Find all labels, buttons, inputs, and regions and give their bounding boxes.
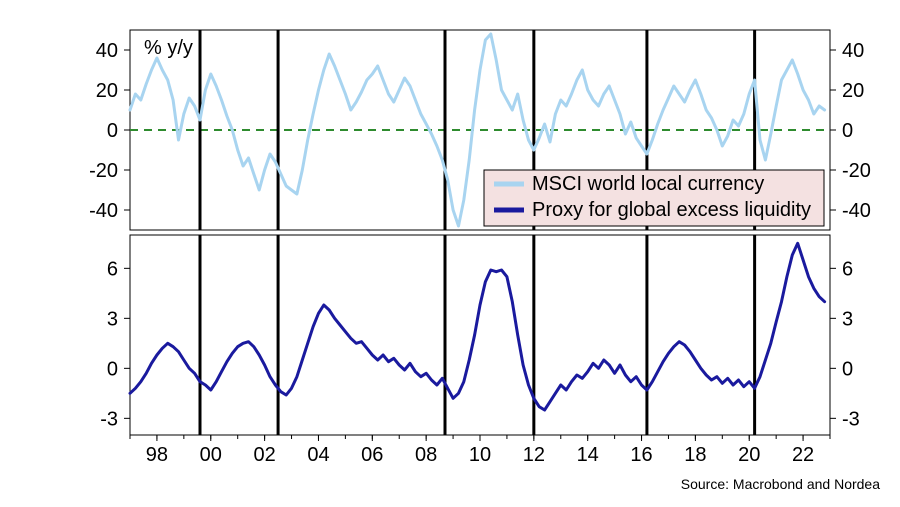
ytick-bot-right: -3 (842, 408, 860, 430)
ytick-top-left: 40 (96, 40, 118, 62)
ytick-top-left: 0 (107, 120, 118, 142)
series-liquidity (130, 243, 825, 410)
xtick: 20 (738, 444, 760, 466)
xtick: 98 (146, 444, 168, 466)
xtick: 18 (684, 444, 706, 466)
ytick-top-right: -20 (842, 160, 871, 182)
legend-label: Proxy for global excess liquidity (532, 199, 811, 221)
source-text: Source: Macrobond and Nordea (681, 476, 880, 492)
chart-svg: -40-40-20-200020204040-3-300336698000204… (0, 0, 900, 507)
ytick-top-right: -40 (842, 200, 871, 222)
ytick-top-left: -40 (89, 200, 118, 222)
ytick-top-left: 20 (96, 80, 118, 102)
ytick-top-right: 20 (842, 80, 864, 102)
xtick: 00 (200, 444, 222, 466)
xtick: 16 (630, 444, 652, 466)
ytick-bot-right: 3 (842, 308, 853, 330)
legend-label: MSCI world local currency (532, 173, 764, 195)
ytick-bot-right: 0 (842, 358, 853, 380)
ytick-bot-left: 3 (107, 308, 118, 330)
ytick-bot-left: 0 (107, 358, 118, 380)
xtick: 08 (415, 444, 437, 466)
ytick-top-right: 0 (842, 120, 853, 142)
chart-container: -40-40-20-200020204040-3-300336698000204… (0, 0, 900, 507)
ytick-bot-left: 6 (107, 258, 118, 280)
xtick: 10 (469, 444, 491, 466)
ytick-top-right: 40 (842, 40, 864, 62)
xtick: 14 (577, 444, 599, 466)
xtick: 12 (523, 444, 545, 466)
xtick: 04 (307, 444, 329, 466)
xtick: 06 (361, 444, 383, 466)
bottom-panel-border (130, 235, 830, 435)
xtick: 22 (792, 444, 814, 466)
xtick: 02 (253, 444, 275, 466)
ytick-bot-left: -3 (100, 408, 118, 430)
unit-label: % y/y (144, 37, 193, 59)
ytick-bot-right: 6 (842, 258, 853, 280)
ytick-top-left: -20 (89, 160, 118, 182)
